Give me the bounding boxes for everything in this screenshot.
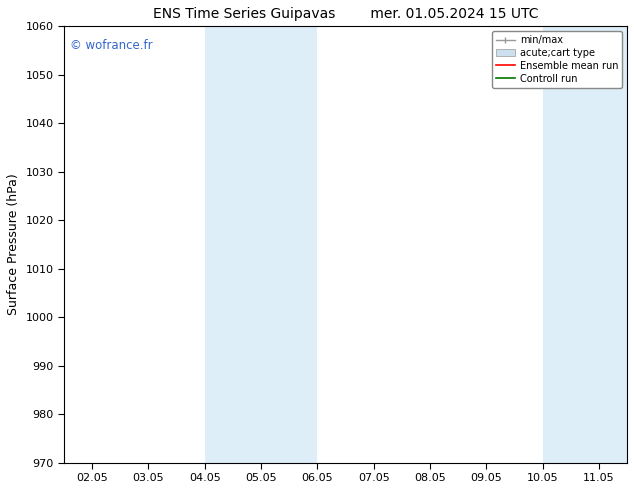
Bar (543, 26, 599, 463)
Text: © wofrance.fr: © wofrance.fr (70, 39, 152, 52)
Legend: min/max, acute;cart type, Ensemble mean run, Controll run: min/max, acute;cart type, Ensemble mean … (491, 31, 622, 88)
Title: ENS Time Series Guipavas        mer. 01.05.2024 15 UTC: ENS Time Series Guipavas mer. 01.05.2024… (153, 7, 538, 21)
Bar (261, 26, 318, 463)
Y-axis label: Surface Pressure (hPa): Surface Pressure (hPa) (7, 173, 20, 316)
Bar (599, 26, 627, 463)
Bar (205, 26, 261, 463)
